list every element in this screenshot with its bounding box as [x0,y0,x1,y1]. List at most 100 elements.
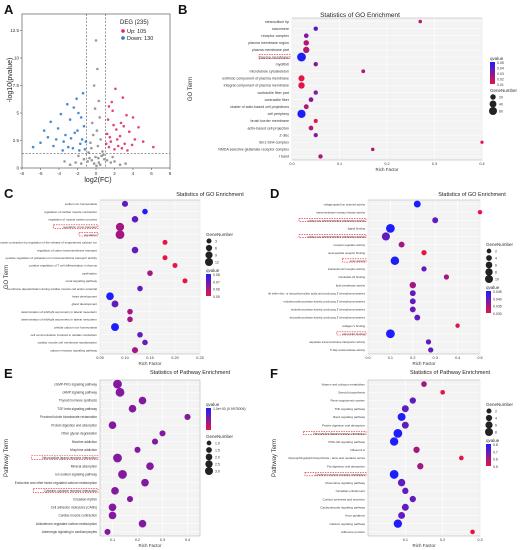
qvalue-tick: 0.03 [497,72,504,76]
volcano-point [74,161,77,164]
term-label: transmembrane receptor kinase activity [316,210,365,214]
term-label: cGMP-PKG signaling pathway [54,382,97,386]
highlight-box [303,430,367,436]
xtick-label: 0.1 [403,538,408,542]
enrichment-dot [428,347,434,353]
term-label: receptor regulator activity [334,243,366,247]
volcano-point [118,134,122,138]
highlight-box [78,232,99,237]
axis-xlabel: Rich Factor [412,361,436,366]
enrichment-dot [297,109,306,118]
term-label: Mineral absorption [71,464,97,468]
volcano-point [71,146,75,150]
term-label: endonuclease activity, active with eithe… [268,291,366,295]
volcano-point [113,160,116,163]
enrichment-dot [115,387,125,397]
enrichment-dot [134,446,141,453]
volcano-ytick-label: 7.5 [13,83,20,88]
volcano-point [79,162,83,165]
term-label: Adrenergic signaling in cardiomyocytes [42,530,98,534]
volcano-ytick-label: 0 [16,166,19,171]
enrichment-dot [390,256,400,266]
xtick-label: 0.2 [135,538,140,542]
enrichment-dot [106,292,114,301]
term-label: neuropeptide receptor binding [328,251,366,255]
enrichment-dot [386,223,395,233]
term-label: sodium ion transmembrane transporter act… [307,218,365,222]
volcano-ytick-label: 5 [16,111,19,116]
volcano-point [89,141,92,144]
volcano-point [94,39,98,42]
term-label: gland development [72,302,98,306]
term-label: Endocrine and other factor-regulated cal… [15,481,97,485]
volcano-point [126,149,129,152]
qvalue-tick: 0.07 [213,280,220,284]
volcano-point [80,138,84,141]
enrichment-dot [303,46,310,54]
term-label: integral component of plasma membrane [224,84,289,88]
xtick-label: 0.3 [477,538,482,542]
volcano-legend-down: Down: 130 [127,36,153,42]
highlight-box [258,54,291,59]
qvalue-tick: 0.6 [493,458,498,462]
gene-size-label: 2 [495,250,497,254]
enrichment-dot [313,61,318,67]
enrichment-dot [303,104,309,110]
term-label: Influenza A [350,448,365,452]
volcano-ytick-label: 12.5 [10,28,19,33]
volcano-point [92,84,96,87]
enrichment-dot [313,133,318,138]
volcano-point [141,140,145,143]
term-label: Protein digestion and absorption [322,423,365,427]
volcano-xlabel: log2(FC) [84,177,111,184]
term-label: cell communication involved in cardiac c… [31,333,98,337]
volcano-point [124,162,127,165]
term-label: aspartate transmembrane transporter acti… [309,340,365,344]
volcano-point [102,153,105,157]
term-label: 5'-flap endonuclease activity [330,348,366,352]
dotplot-f: 0.1 0.2 0.3 Vitamin and cofactor metabolism… [272,379,514,548]
enrichment-dot [182,278,188,284]
enrichment-dot [389,470,399,479]
term-label: Ion sodium signaling pathway [55,473,97,477]
enrichment-dot [409,298,416,305]
enrichment-dot [440,389,445,395]
chart-title-e: Statistics of Pathway Enrichment [149,370,231,376]
enrichment-dot [172,262,178,268]
dotplot-d: 0.0 0.1 0.2 0.3 0.4 0.5 voltage-gated ion chan… [268,199,514,366]
volcano-point [77,111,80,115]
xtick-label: 0.3 [160,538,165,542]
enrichment-dot [409,290,416,297]
term-label: plasma membrane [259,55,289,59]
volcano-point [108,135,112,139]
volcano-point [130,143,134,147]
enrichment-dot [398,512,406,519]
volcano-point [68,163,72,166]
enrichment-dot [455,323,460,328]
volcano-xtick-label: 4 [132,171,135,176]
term-label: Aldosterone-regulated sodium reabsorptio… [36,522,97,526]
enrichment-dot [131,347,139,354]
axis-ylabel: Pathway Term [272,439,278,477]
legend-gene-title: GeneNumber [206,232,234,237]
qvalue-colorbar [206,274,211,296]
volcano-xtick-label: -6 [38,171,42,176]
volcano-point [91,133,95,137]
gene-size-label: 1.5 [215,449,220,453]
volcano-point [64,133,67,137]
volcano-point [83,148,87,151]
gene-size-label: 40 [499,103,503,107]
gene-size-dot [205,244,213,252]
enrichment-dot [470,529,475,535]
gene-size-dot [205,467,213,475]
volcano-point [105,159,109,162]
enrichment-dot [413,446,420,453]
qvalue-colorbar [206,408,211,430]
term-label: Circadian entrainment [336,489,366,493]
volcano-point [97,161,101,164]
volcano-point [79,116,83,119]
term-label: cellular calcium ion homeostasis [54,325,98,329]
gene-size-label: 6 [495,424,497,428]
term-label: receptor complex [261,34,289,38]
legend-qvalue-title: qvalue [206,402,220,407]
